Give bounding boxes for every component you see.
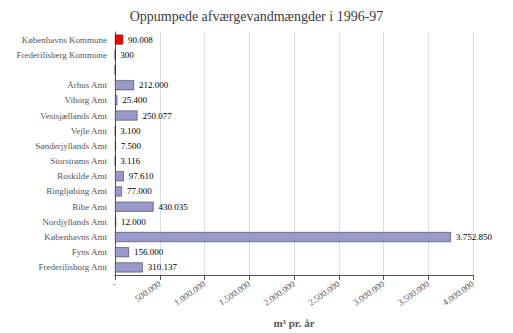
svg-text:Sønderjyllands Amt: Sønderjyllands Amt bbox=[35, 141, 107, 151]
svg-text:3.000.000: 3.000.000 bbox=[351, 279, 387, 308]
svg-text:Københavns Amt: Københavns Amt bbox=[44, 232, 107, 242]
svg-text:Vejle Amt: Vejle Amt bbox=[71, 126, 108, 136]
svg-text:430.035: 430.035 bbox=[158, 202, 188, 212]
svg-text:Nordjyllands Amt: Nordjyllands Amt bbox=[42, 217, 107, 227]
svg-text:Københavns Kommune: Københavns Kommune bbox=[22, 35, 107, 45]
svg-text:300: 300 bbox=[120, 50, 134, 60]
svg-text:3.116: 3.116 bbox=[120, 156, 140, 166]
svg-text:Århus Amt: Århus Amt bbox=[67, 80, 107, 90]
svg-text:Frederilisberg Kommune: Frederilisberg Kommune bbox=[16, 50, 107, 60]
svg-text:2.500.000: 2.500.000 bbox=[306, 279, 342, 308]
svg-text:90.008: 90.008 bbox=[128, 35, 153, 45]
svg-text:Storstrøms Amt: Storstrøms Amt bbox=[50, 156, 107, 166]
svg-text:2.000.000: 2.000.000 bbox=[262, 279, 298, 308]
svg-text:77.000: 77.000 bbox=[127, 186, 152, 196]
svg-text:Roskilde Amt: Roskilde Amt bbox=[57, 171, 107, 181]
svg-text:1.000.000: 1.000.000 bbox=[172, 279, 208, 308]
svg-text:3.500.000: 3.500.000 bbox=[396, 279, 432, 308]
svg-text:Vestsjællands Amt: Vestsjællands Amt bbox=[40, 111, 107, 121]
svg-text:156.000: 156.000 bbox=[134, 247, 164, 257]
svg-text:12.000: 12.000 bbox=[121, 217, 146, 227]
svg-text:Viborg Amt: Viborg Amt bbox=[64, 95, 107, 105]
svg-text:Oppumpede afværgevandmængder i: Oppumpede afværgevandmængder i 1996-97 bbox=[130, 9, 384, 24]
svg-text:250.077: 250.077 bbox=[142, 111, 172, 121]
svg-text:3.752.850: 3.752.850 bbox=[456, 232, 493, 242]
svg-text:97.610: 97.610 bbox=[129, 171, 154, 181]
svg-text:212.000: 212.000 bbox=[139, 80, 169, 90]
svg-text:7.500: 7.500 bbox=[121, 141, 142, 151]
svg-text:3.100: 3.100 bbox=[120, 126, 141, 136]
svg-text:Ribe Amt: Ribe Amt bbox=[72, 202, 107, 212]
svg-text:m³ pr. år: m³ pr. år bbox=[273, 317, 314, 329]
svg-text:25.400: 25.400 bbox=[122, 95, 147, 105]
svg-text:Fyns Amt: Fyns Amt bbox=[72, 247, 108, 257]
svg-text:4.000.000: 4.000.000 bbox=[441, 279, 477, 308]
svg-text:310.137: 310.137 bbox=[148, 262, 178, 272]
svg-text:1.500.000: 1.500.000 bbox=[217, 279, 253, 308]
svg-text:-: - bbox=[110, 279, 118, 289]
svg-text:500.000: 500.000 bbox=[133, 279, 163, 304]
svg-text:Frederilisborg Amt: Frederilisborg Amt bbox=[38, 262, 107, 272]
svg-text:Ringljøbing Amt: Ringljøbing Amt bbox=[46, 186, 107, 196]
